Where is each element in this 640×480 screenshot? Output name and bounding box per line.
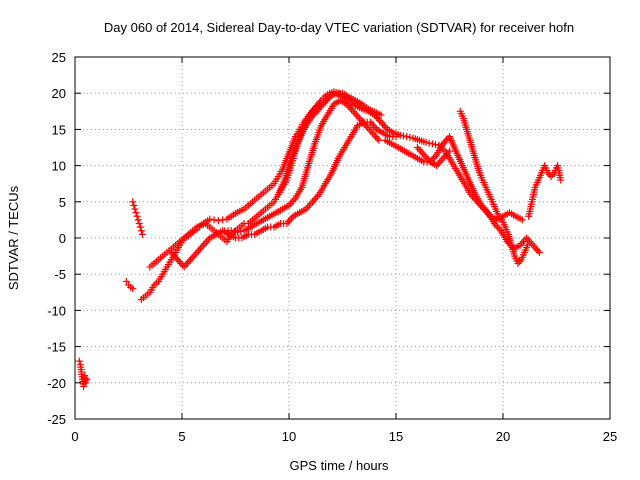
y-tick-label: -5 (54, 267, 66, 282)
data-point (83, 375, 91, 383)
data-point (136, 223, 144, 231)
data-point (210, 216, 218, 224)
x-tick-label: 0 (71, 429, 78, 444)
scatter-series (75, 88, 565, 390)
data-point (375, 136, 383, 144)
data-point (557, 176, 565, 184)
data-point (425, 139, 433, 147)
axis-ticks: 0 5 10 15 20 25 -25 -20 -15 -10 -5 0 5 10 15 20 25 (47, 50, 617, 444)
y-tick-label: 15 (52, 122, 66, 137)
data-point (82, 379, 90, 387)
y-tick-label: 25 (52, 50, 66, 65)
data-point (122, 277, 130, 285)
x-tick-label: 10 (282, 429, 296, 444)
y-axis-label: SDTVAR / TECUs (6, 185, 21, 290)
y-tick-label: 10 (52, 159, 66, 174)
data-point (428, 140, 436, 148)
x-axis-label: GPS time / hours (290, 458, 389, 473)
y-tick-label: 0 (59, 231, 66, 246)
data-point (234, 228, 242, 236)
data-point (138, 230, 146, 238)
y-tick-label: 5 (59, 195, 66, 210)
data-point (137, 227, 145, 235)
data-point (129, 198, 137, 206)
data-point (133, 212, 141, 220)
chart-title: Day 060 of 2014, Sidereal Day-to-day VTE… (104, 20, 574, 35)
data-point (518, 216, 526, 224)
data-point (535, 248, 543, 256)
data-point (377, 111, 385, 119)
data-point (237, 227, 245, 235)
data-point (219, 216, 227, 224)
data-point (206, 215, 214, 223)
data-point (406, 133, 414, 141)
data-point (135, 220, 143, 228)
data-point (524, 241, 532, 249)
y-tick-label: -15 (47, 340, 66, 355)
data-point (230, 227, 238, 235)
y-tick-label: -20 (47, 376, 66, 391)
data-point (399, 132, 407, 140)
data-point (75, 357, 83, 365)
data-point (432, 141, 440, 149)
x-tick-label: 20 (496, 429, 510, 444)
data-point (129, 285, 137, 293)
data-point (132, 209, 140, 217)
x-tick-label: 25 (603, 429, 617, 444)
data-point (130, 201, 138, 209)
data-point (403, 133, 411, 141)
data-point (396, 131, 404, 139)
data-point (214, 217, 222, 225)
x-tick-label: 5 (178, 429, 185, 444)
y-tick-label: -25 (47, 412, 66, 427)
data-point (422, 138, 430, 146)
y-tick-label: -10 (47, 303, 66, 318)
y-tick-label: 20 (52, 86, 66, 101)
data-point (131, 205, 139, 213)
data-point (134, 216, 142, 224)
data-point (446, 147, 453, 155)
x-tick-label: 15 (389, 429, 403, 444)
